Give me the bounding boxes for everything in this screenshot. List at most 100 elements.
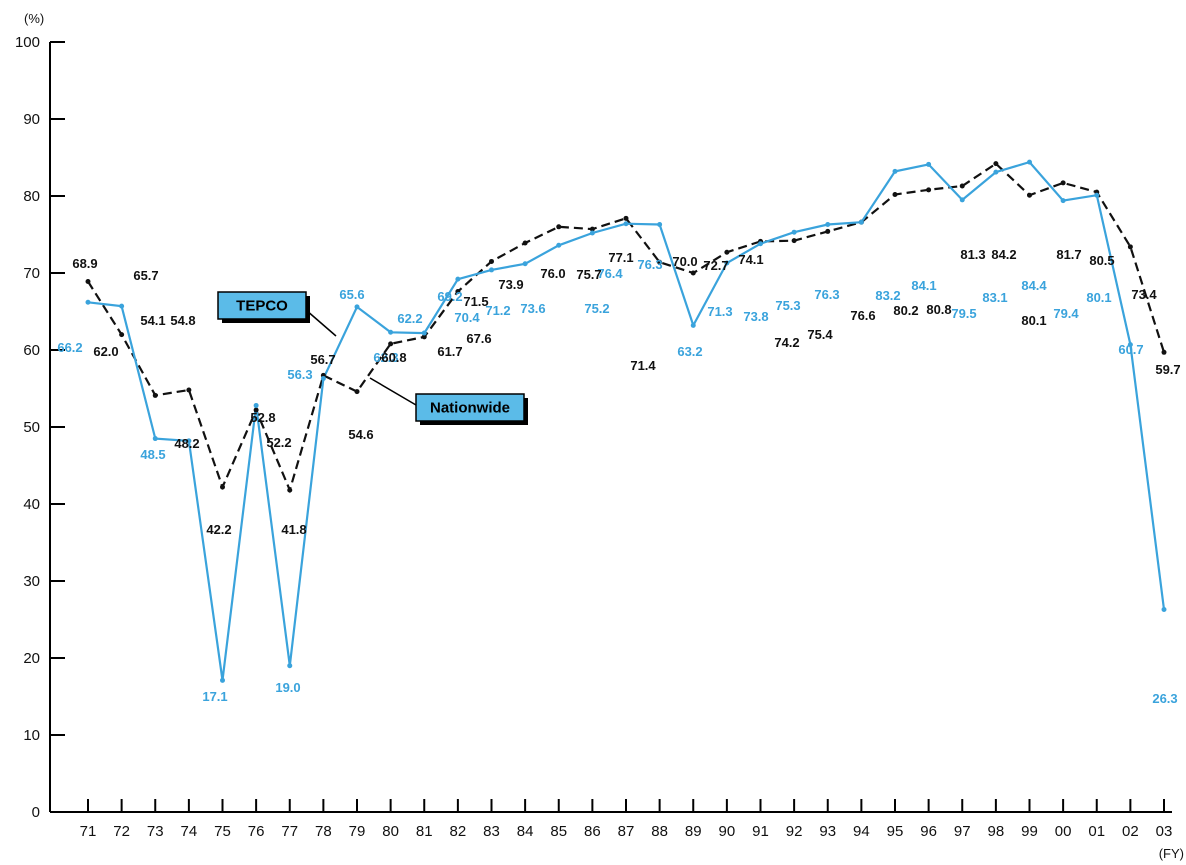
data-label-nationwide: 60.8 xyxy=(381,350,406,365)
point-nationwide xyxy=(657,259,663,265)
point-tepco xyxy=(758,241,763,247)
point-nationwide xyxy=(1027,192,1032,198)
data-label-nationwide: 75.7 xyxy=(576,267,601,282)
point-tepco xyxy=(959,197,965,203)
x-tick-label: 73 xyxy=(147,823,164,840)
data-label-nationwide: 59.7 xyxy=(1155,362,1180,377)
point-nationwide xyxy=(791,238,797,244)
point-nationwide xyxy=(421,334,427,340)
point-nationwide xyxy=(1161,349,1167,355)
data-label-tepco: 76.3 xyxy=(814,287,839,302)
data-label-nationwide: 68.9 xyxy=(72,256,97,271)
point-nationwide xyxy=(119,332,125,338)
x-tick-label: 83 xyxy=(483,823,500,840)
point-tepco xyxy=(152,436,158,442)
data-label-tepco: 66.2 xyxy=(57,340,82,355)
point-tepco xyxy=(287,663,293,669)
data-label-tepco: 65.6 xyxy=(339,287,364,302)
point-tepco xyxy=(522,261,528,267)
data-label-nationwide: 80.8 xyxy=(926,302,951,317)
data-label-tepco: 63.2 xyxy=(677,344,702,359)
y-tick-label: 80 xyxy=(23,188,40,205)
point-nationwide xyxy=(589,226,595,232)
point-nationwide xyxy=(489,258,494,264)
point-tepco xyxy=(993,169,999,175)
point-tepco xyxy=(1027,159,1032,165)
point-nationwide xyxy=(85,278,91,284)
point-tepco xyxy=(421,330,427,336)
y-tick-label: 100 xyxy=(15,34,40,51)
data-label-nationwide: 76.0 xyxy=(540,266,565,281)
y-tick-label: 70 xyxy=(23,265,40,282)
x-tick-label: 86 xyxy=(584,823,601,840)
point-tepco xyxy=(1094,192,1100,198)
point-tepco xyxy=(556,242,562,248)
point-nationwide xyxy=(724,249,730,255)
data-label-nationwide: 77.1 xyxy=(608,250,633,265)
data-label-tepco: 83.1 xyxy=(982,290,1007,305)
data-label-tepco: 75.2 xyxy=(584,301,609,316)
point-tepco xyxy=(1161,606,1167,612)
point-nationwide xyxy=(556,224,562,230)
callouts: TEPCO Nationwide xyxy=(217,291,528,425)
data-label-nationwide: 80.2 xyxy=(893,303,918,318)
point-nationwide xyxy=(186,387,192,393)
data-label-tepco: 71.3 xyxy=(707,304,732,319)
y-tick-label: 30 xyxy=(23,573,40,590)
x-tick-label: 90 xyxy=(719,823,736,840)
x-tick-label: 80 xyxy=(382,823,399,840)
x-tick-label: 91 xyxy=(752,823,769,840)
point-nationwide xyxy=(522,240,528,246)
data-label-nationwide: 54.6 xyxy=(348,427,373,442)
point-nationwide xyxy=(1060,180,1066,186)
point-tepco xyxy=(85,299,91,305)
point-nationwide xyxy=(388,341,394,347)
data-label-nationwide: 67.6 xyxy=(466,331,491,346)
y-tick-label: 20 xyxy=(23,650,40,667)
x-tick-label: 84 xyxy=(517,823,534,840)
point-nationwide xyxy=(993,161,999,167)
data-label-nationwide: 76.6 xyxy=(850,308,875,323)
point-tepco xyxy=(119,303,125,309)
point-tepco xyxy=(455,276,461,282)
data-label-tepco: 83.2 xyxy=(875,288,900,303)
x-tick-label: 92 xyxy=(786,823,803,840)
data-label-tepco: 76.4 xyxy=(597,266,623,281)
point-tepco xyxy=(253,402,259,408)
callout-pointer xyxy=(305,309,337,337)
point-nationwide xyxy=(690,270,696,276)
data-label-nationwide: 71.5 xyxy=(463,294,488,309)
data-label-tepco: 71.2 xyxy=(485,303,510,318)
data-label-nationwide: 81.3 xyxy=(960,247,985,262)
x-tick-label: 03 xyxy=(1156,823,1173,840)
x-tick-label: 01 xyxy=(1088,823,1105,840)
y-tick-label: 40 xyxy=(23,496,40,513)
series-lines xyxy=(85,159,1167,683)
x-tick-label: 75 xyxy=(214,823,231,840)
data-label-nationwide: 70.0 xyxy=(672,254,697,269)
data-label-tepco: 76.3 xyxy=(637,257,662,272)
y-tick-label: 90 xyxy=(23,111,40,128)
data-label-tepco: 73.6 xyxy=(520,301,545,316)
series-line-nationwide xyxy=(87,162,1166,494)
point-nationwide xyxy=(455,288,461,294)
point-tepco xyxy=(388,329,394,335)
data-label-nationwide: 42.2 xyxy=(206,522,231,537)
data-label-tepco: 80.1 xyxy=(1086,290,1111,305)
data-label-nationwide: 62.0 xyxy=(93,344,118,359)
x-tick-label: 85 xyxy=(550,823,567,840)
y-tick-label: 10 xyxy=(23,727,40,744)
data-label-tepco: 17.1 xyxy=(202,689,227,704)
x-tick-label: 76 xyxy=(248,823,265,840)
point-nationwide xyxy=(825,228,831,234)
data-label-tepco: 62.2 xyxy=(397,311,422,326)
y-tick-label: 0 xyxy=(32,804,40,821)
x-tick-label: 98 xyxy=(988,823,1005,840)
data-label-tepco: 84.1 xyxy=(911,278,936,293)
point-tepco xyxy=(623,221,629,227)
callout-text: Nationwide xyxy=(430,400,510,417)
x-tick-label: 74 xyxy=(181,823,198,840)
x-tick-label: 79 xyxy=(349,823,366,840)
point-tepco xyxy=(489,267,494,273)
data-label-extra: 52.8 xyxy=(250,410,275,425)
